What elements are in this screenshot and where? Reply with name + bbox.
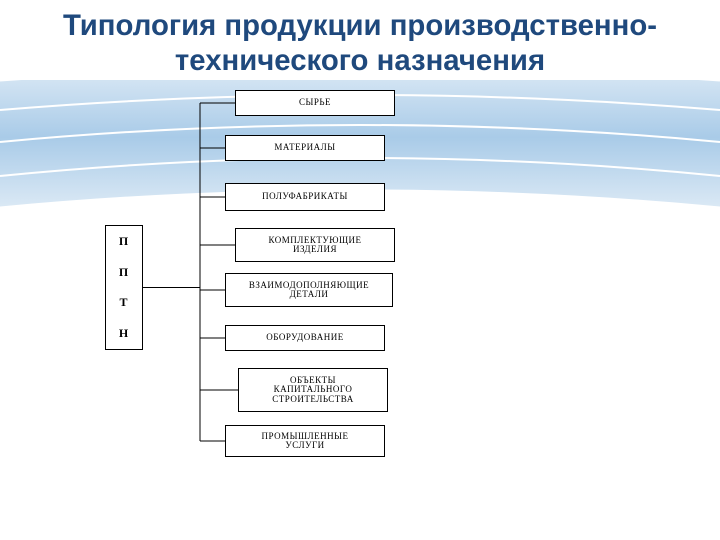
root-letter: П xyxy=(119,265,129,280)
diagram-leaf: ВЗАИМОДОПОЛНЯЮЩИЕДЕТАЛИ xyxy=(225,273,393,307)
diagram-leaf: ОБОРУДОВАНИЕ xyxy=(225,325,385,351)
diagram-leaf: МАТЕРИАЛЫ xyxy=(225,135,385,161)
slide-title: Типология продукции производственно-техн… xyxy=(0,8,720,78)
root-letter: Т xyxy=(119,295,128,310)
diagram-leaf: ПРОМЫШЛЕННЫЕУСЛУГИ xyxy=(225,425,385,457)
diagram-leaf: СЫРЬЕ xyxy=(235,90,395,116)
root-letter: Н xyxy=(119,326,129,341)
diagram-root: ППТН xyxy=(105,225,143,350)
slide: Типология продукции производственно-техн… xyxy=(0,0,720,540)
root-letter: П xyxy=(119,234,129,249)
diagram-leaf: ПОЛУФАБРИКАТЫ xyxy=(225,183,385,211)
diagram-leaf: ОБЪЕКТЫКАПИТАЛЬНОГОСТРОИТЕЛЬСТВА xyxy=(238,368,388,412)
diagram-leaf: КОМПЛЕКТУЮЩИЕИЗДЕЛИЯ xyxy=(235,228,395,262)
